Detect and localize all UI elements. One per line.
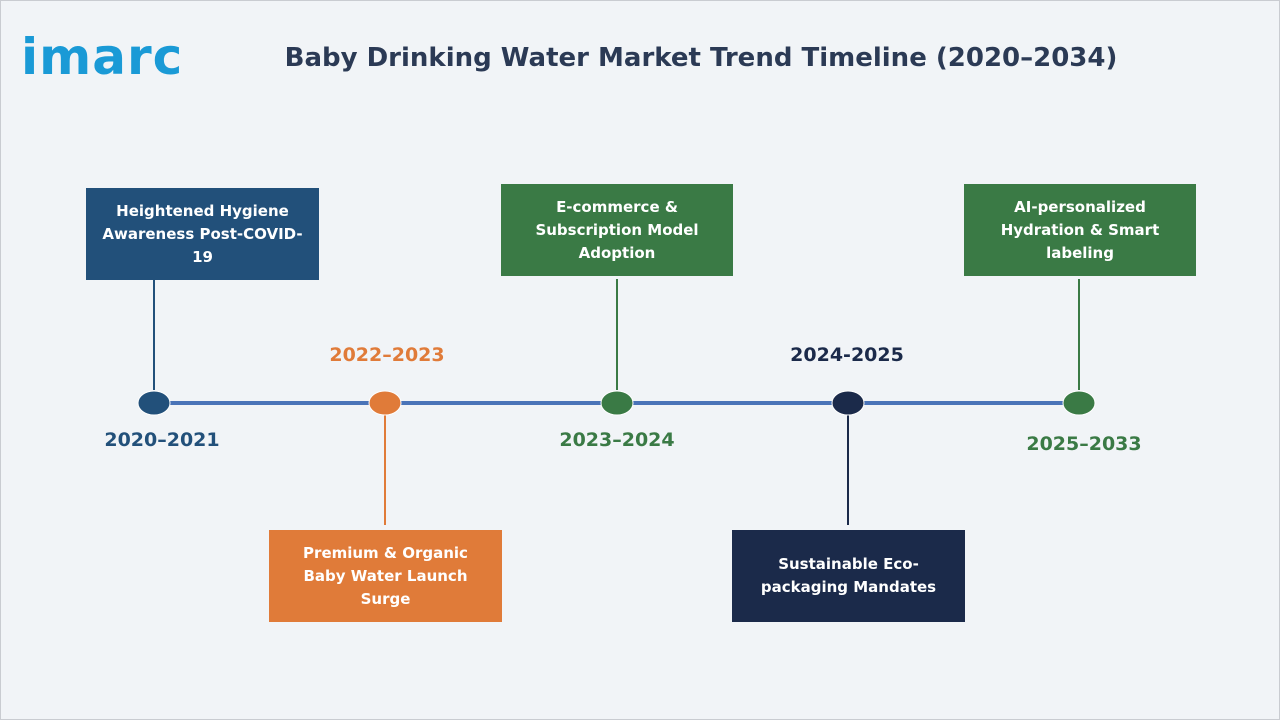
imarc-logo: imarc (21, 28, 184, 86)
timeline-node-2023-2024 (600, 390, 634, 416)
event-box-ai-hydration: AI-personalized Hydration & Smart labeli… (964, 184, 1196, 276)
event-box-premium-organic: Premium & Organic Baby Water Launch Surg… (269, 530, 502, 622)
timeline-node-2025-2033 (1062, 390, 1096, 416)
timeline-node-2022-2023 (368, 390, 402, 416)
event-box-ecommerce-subscription: E-commerce & Subscription Model Adoption (501, 184, 733, 276)
year-label-2022-2023: 2022–2023 (329, 344, 445, 366)
event-box-hygiene-awareness: Heightened Hygiene Awareness Post-COVID-… (86, 188, 319, 280)
year-label-2023-2024: 2023–2024 (559, 429, 675, 451)
year-label-2025-2033: 2025–2033 (1026, 433, 1142, 455)
page-title: Baby Drinking Water Market Trend Timelin… (284, 43, 1118, 73)
timeline-node-2020-2021 (137, 390, 171, 416)
timeline-node-2024-2025 (831, 390, 865, 416)
year-label-2020-2021: 2020–2021 (104, 429, 220, 451)
year-label-2024-2025: 2024-2025 (790, 344, 904, 366)
event-box-eco-packaging: Sustainable Eco-packaging Mandates (732, 530, 965, 622)
